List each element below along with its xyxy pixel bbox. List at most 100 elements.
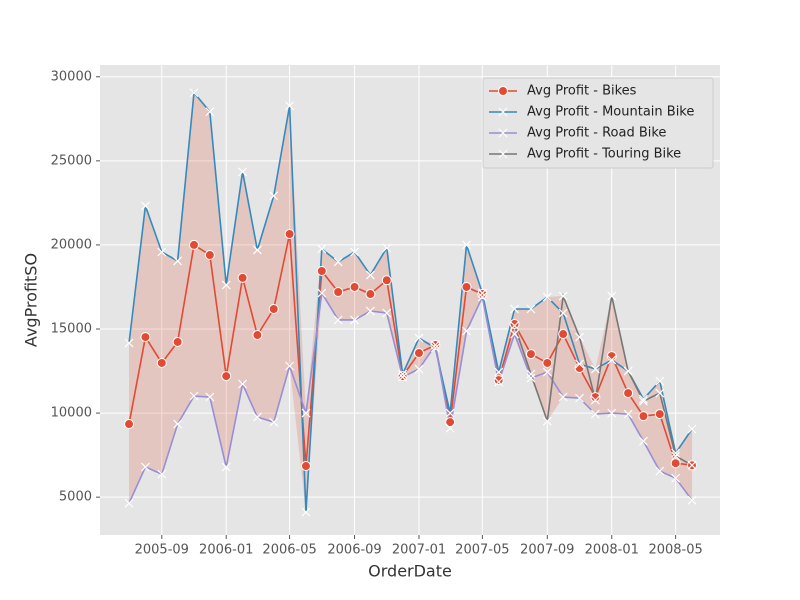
- legend-box: [482, 77, 714, 169]
- point: [623, 388, 634, 399]
- point: [156, 357, 167, 368]
- point: [542, 357, 553, 368]
- point: [350, 247, 359, 257]
- legend-label: Avg Profit - Bikes: [527, 84, 637, 99]
- point: [655, 376, 665, 386]
- point: [316, 265, 327, 276]
- point: [638, 411, 649, 422]
- point: [397, 371, 408, 382]
- point: [172, 336, 183, 347]
- point: [542, 292, 552, 302]
- legend-marker: [498, 86, 508, 96]
- point: [494, 377, 504, 387]
- point: [638, 394, 648, 404]
- point: [398, 372, 408, 382]
- point: [205, 392, 215, 402]
- point: [477, 288, 487, 298]
- point: [140, 462, 150, 472]
- point: [430, 343, 440, 353]
- point: [189, 88, 199, 98]
- point: [221, 462, 231, 472]
- point: [333, 287, 344, 298]
- point: [526, 369, 536, 379]
- point: [510, 321, 519, 331]
- point: [189, 239, 200, 250]
- point: [124, 498, 134, 508]
- x-tick-label: 2008-05: [648, 543, 702, 558]
- point: [462, 326, 471, 336]
- point: [558, 291, 568, 301]
- point: [575, 359, 584, 369]
- point: [382, 243, 392, 253]
- point: [382, 308, 392, 318]
- point: [638, 436, 648, 446]
- point: [655, 388, 665, 398]
- point: [477, 289, 488, 300]
- point: [269, 417, 279, 427]
- point: [204, 250, 215, 261]
- point: [590, 364, 600, 374]
- point: [173, 256, 183, 266]
- legend-marker: [498, 107, 508, 117]
- x-tick-label: 2006-01: [199, 543, 253, 558]
- legend-marker: [498, 128, 508, 138]
- point: [140, 332, 151, 343]
- point: [445, 417, 456, 428]
- point: [558, 329, 569, 340]
- point: [590, 409, 600, 419]
- point: [525, 349, 536, 360]
- point: [317, 288, 327, 298]
- point: [671, 473, 681, 483]
- point: [365, 289, 376, 300]
- point: [205, 107, 215, 117]
- point: [350, 315, 359, 325]
- point: [252, 245, 262, 255]
- series-line: [128, 290, 693, 504]
- legend-marker: [498, 149, 508, 159]
- y-tick-label: 25000: [51, 153, 92, 168]
- point: [687, 424, 697, 434]
- point: [333, 257, 343, 267]
- point: [654, 409, 665, 420]
- marks: [124, 88, 698, 517]
- point: [542, 416, 552, 426]
- series-line: [513, 292, 693, 466]
- series-line: [128, 233, 693, 467]
- point: [301, 408, 311, 418]
- point: [590, 395, 600, 405]
- point: [671, 451, 681, 461]
- point: [124, 338, 134, 348]
- point: [526, 304, 536, 314]
- point: [268, 303, 279, 314]
- point: [623, 366, 633, 376]
- point: [655, 466, 665, 476]
- x-axis-label: OrderDate: [368, 562, 452, 581]
- point: [140, 201, 150, 211]
- point: [333, 315, 343, 325]
- point: [381, 275, 392, 286]
- point: [173, 419, 183, 429]
- point: [284, 228, 295, 239]
- point: [575, 393, 584, 403]
- point: [607, 408, 617, 418]
- point: [445, 408, 455, 418]
- point: [252, 412, 262, 422]
- y-axis-label: AvgProfitSO: [22, 253, 41, 347]
- x-tick-label: 2008-01: [585, 543, 639, 558]
- point: [365, 306, 375, 316]
- point: [590, 392, 601, 403]
- point: [252, 330, 263, 341]
- point: [365, 270, 375, 280]
- x-tick-label: 2007-01: [392, 543, 446, 558]
- x-tick-label: 2006-09: [327, 543, 381, 558]
- legend-label: Avg Profit - Mountain Bike: [527, 105, 694, 120]
- point: [510, 329, 519, 339]
- point: [285, 101, 295, 111]
- legend-label: Avg Profit - Touring Bike: [527, 147, 681, 162]
- point: [510, 304, 519, 314]
- point: [300, 461, 311, 472]
- point: [671, 448, 681, 458]
- y-tick-label: 10000: [51, 406, 92, 421]
- point: [526, 373, 536, 383]
